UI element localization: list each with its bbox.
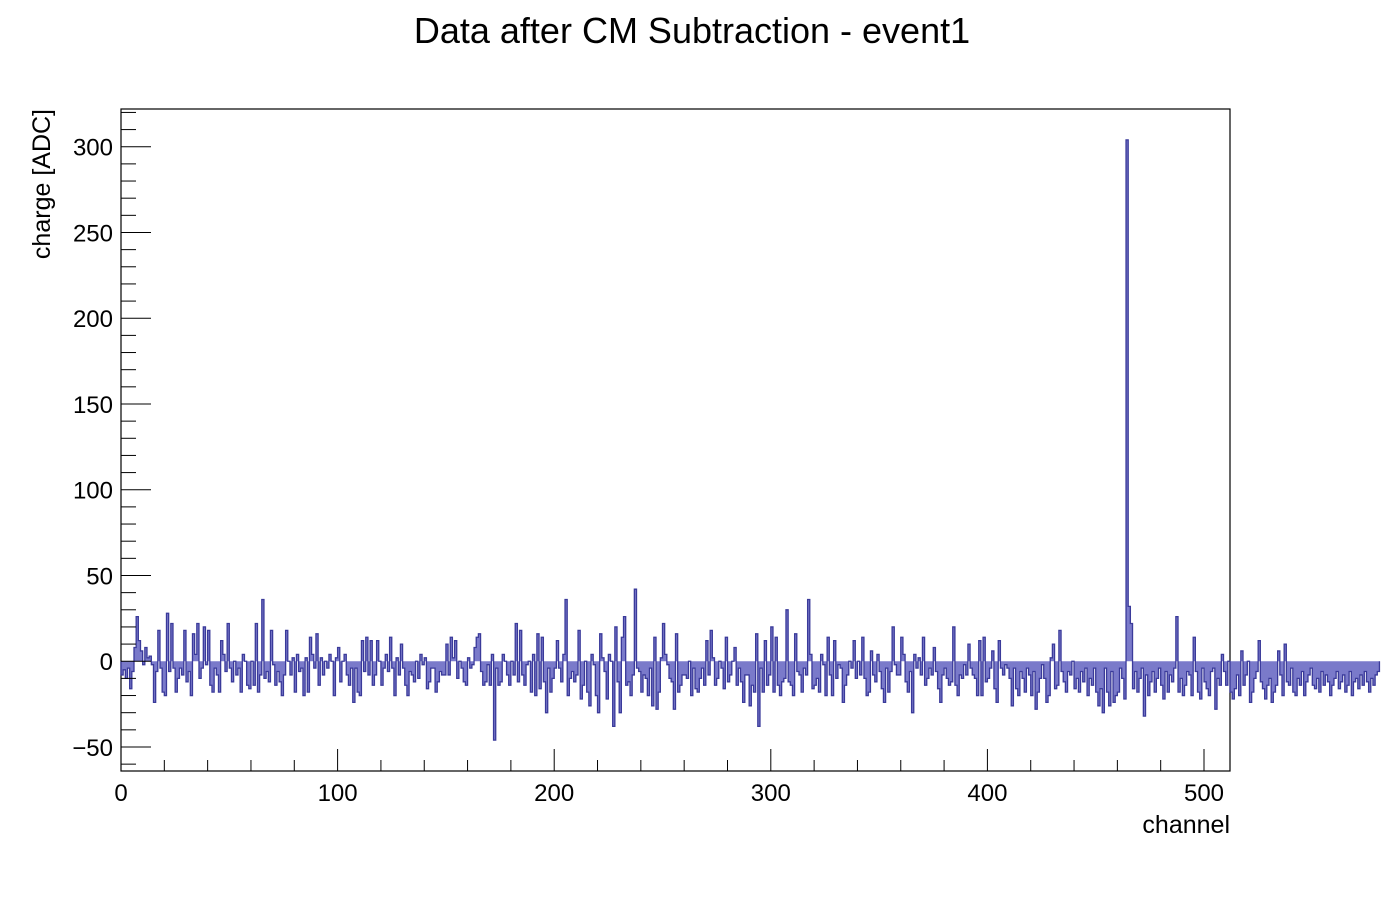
plot-frame [120, 108, 1231, 772]
chart-title: Data after CM Subtraction - event1 [414, 10, 970, 51]
x-axis-label: channel [1142, 811, 1230, 839]
x-tick-label: 400 [967, 780, 1007, 807]
y-tick-label: −50 [72, 735, 113, 762]
y-tick-label: 0 [100, 649, 113, 676]
y-tick-label: 200 [73, 306, 113, 333]
y-axis-label: charge [ADC] [28, 109, 56, 259]
x-tick-label: 200 [534, 780, 574, 807]
x-tick-label: 0 [114, 780, 127, 807]
y-tick-label: 150 [73, 392, 113, 419]
histogram-line-series-0 [120, 139, 1381, 741]
y-tick-label: 100 [73, 478, 113, 505]
x-axis: 0 100 200 300 400 500 [114, 749, 1224, 807]
y-axis: −50 0 50 100 150 200 250 300 [72, 111, 151, 765]
y-tick-label: 250 [73, 220, 113, 247]
x-tick-label: 300 [751, 780, 791, 807]
y-tick-label: 300 [73, 135, 113, 162]
x-tick-label: 500 [1184, 780, 1224, 807]
series-layer [120, 139, 1381, 741]
plot-area [120, 108, 1381, 772]
x-tick-label: 100 [318, 780, 358, 807]
y-tick-label: 50 [86, 563, 113, 590]
